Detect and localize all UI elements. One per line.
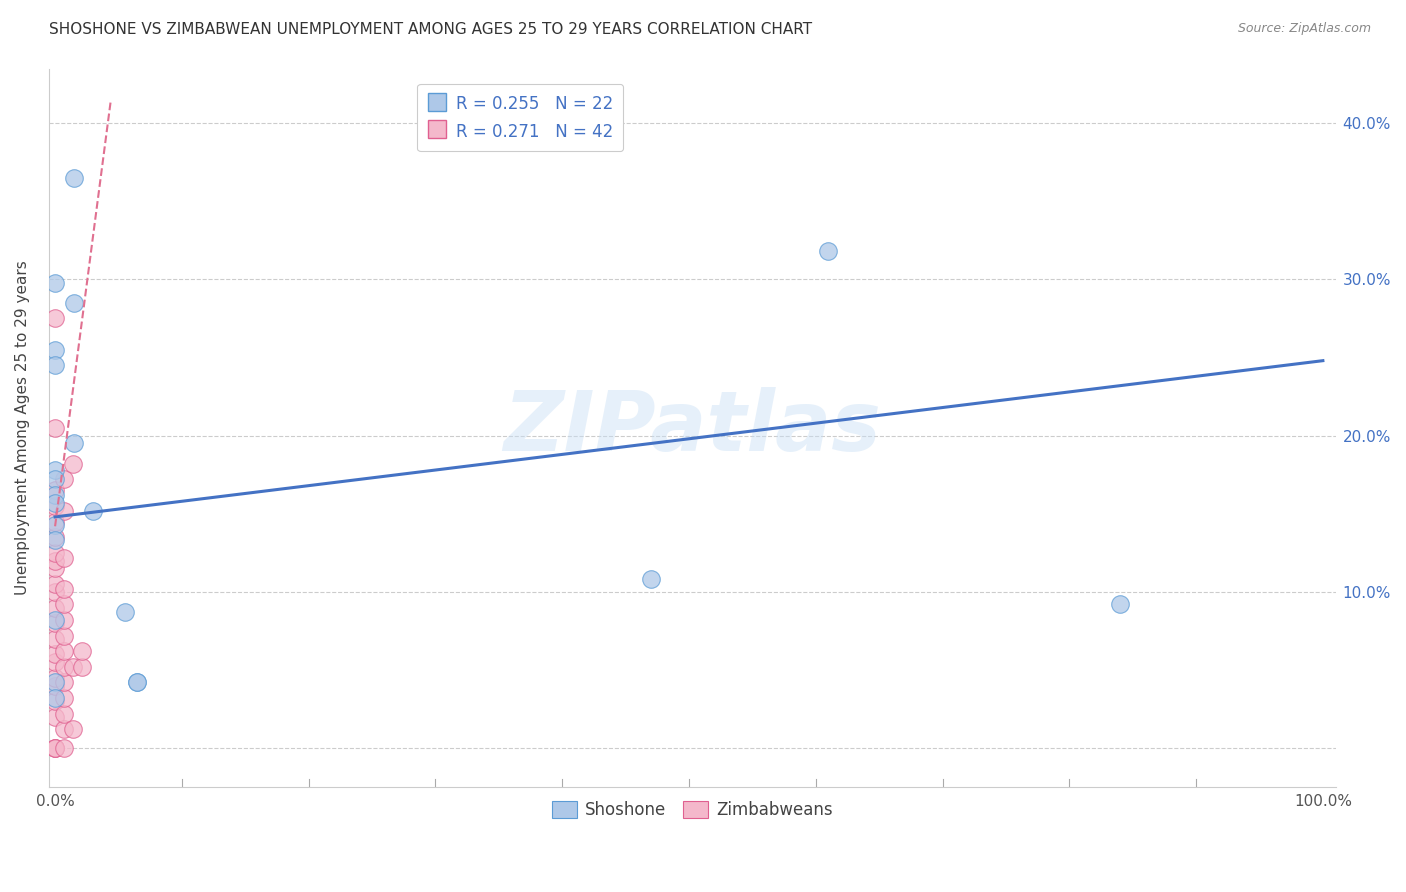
Point: [817, 244, 839, 259]
Point: [44, 463, 66, 477]
Point: [44, 311, 66, 326]
Point: [52, 598, 75, 612]
Point: [44, 517, 66, 532]
Point: [44, 585, 66, 599]
Point: [63, 296, 86, 310]
Point: [62, 660, 84, 674]
Point: [52, 613, 75, 627]
Point: [44, 648, 66, 662]
Point: [44, 343, 66, 357]
Point: [52, 582, 75, 596]
Point: [52, 550, 75, 565]
Point: [44, 600, 66, 615]
Point: [127, 675, 149, 690]
Text: ZIPatlas: ZIPatlas: [503, 387, 882, 468]
Point: [44, 421, 66, 435]
Point: [44, 533, 66, 548]
Legend: Shoshone, Zimbabweans: Shoshone, Zimbabweans: [546, 794, 839, 826]
Point: [44, 632, 66, 646]
Point: [640, 573, 662, 587]
Text: SHOSHONE VS ZIMBABWEAN UNEMPLOYMENT AMONG AGES 25 TO 29 YEARS CORRELATION CHART: SHOSHONE VS ZIMBABWEAN UNEMPLOYMENT AMON…: [49, 22, 813, 37]
Point: [44, 499, 66, 513]
Point: [44, 546, 66, 560]
Point: [52, 706, 75, 721]
Point: [44, 694, 66, 708]
Point: [127, 675, 149, 690]
Point: [44, 679, 66, 693]
Point: [52, 629, 75, 643]
Point: [52, 472, 75, 486]
Point: [44, 276, 66, 290]
Point: [44, 616, 66, 631]
Point: [44, 675, 66, 690]
Point: [44, 554, 66, 568]
Point: [52, 660, 75, 674]
Point: [52, 691, 75, 706]
Point: [70, 644, 93, 658]
Point: [44, 671, 66, 685]
Point: [44, 496, 66, 510]
Point: [44, 483, 66, 498]
Point: [44, 530, 66, 544]
Point: [44, 741, 66, 756]
Point: [52, 503, 75, 517]
Point: [44, 613, 66, 627]
Point: [62, 457, 84, 471]
Point: [62, 723, 84, 737]
Point: [44, 741, 66, 756]
Point: [70, 660, 93, 674]
Point: [63, 170, 86, 185]
Point: [44, 359, 66, 373]
Point: [44, 741, 66, 756]
Point: [52, 644, 75, 658]
Point: [52, 723, 75, 737]
Point: [82, 503, 104, 517]
Point: [44, 577, 66, 591]
Point: [44, 488, 66, 502]
Point: [44, 561, 66, 575]
Point: [44, 710, 66, 724]
Point: [63, 436, 86, 450]
Point: [44, 515, 66, 529]
Point: [52, 675, 75, 690]
Point: [52, 741, 75, 756]
Point: [44, 472, 66, 486]
Y-axis label: Unemployment Among Ages 25 to 29 years: Unemployment Among Ages 25 to 29 years: [15, 260, 30, 595]
Point: [114, 605, 136, 619]
Text: Source: ZipAtlas.com: Source: ZipAtlas.com: [1237, 22, 1371, 36]
Point: [44, 691, 66, 706]
Point: [1109, 598, 1132, 612]
Point: [44, 655, 66, 669]
